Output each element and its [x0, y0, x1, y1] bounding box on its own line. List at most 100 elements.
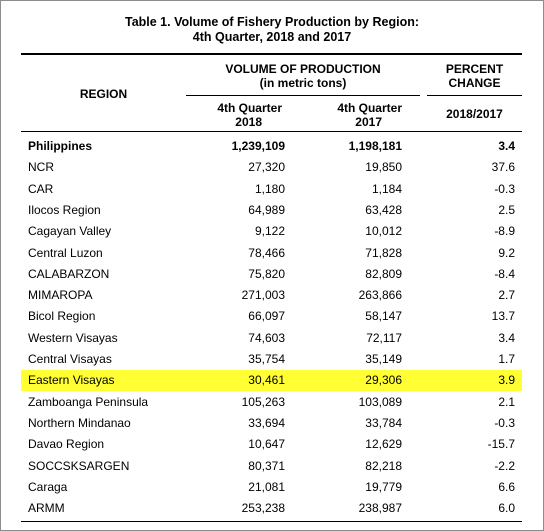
table-row: ARMM 253,238 238,987 6.0 [21, 498, 522, 519]
q2018-cell: 75,820 [248, 266, 285, 281]
percent-change-cell: 3.4 [498, 330, 515, 345]
table-bottom-rule [21, 521, 522, 522]
region-cell: Central Luzon [28, 245, 103, 260]
q2018-cell: 35,754 [248, 352, 285, 366]
percent-change-cell: 2.7 [498, 288, 515, 303]
table-row: Bicol Region 66,097 58,147 13.7 [21, 306, 522, 327]
table-row: Davao Region 10,647 12,629 -15.7 [21, 434, 522, 455]
table-title: Table 1. Volume of Fishery Production by… [1, 15, 543, 45]
q2018-cell: 27,320 [248, 160, 285, 175]
header-percent-change: PERCENT CHANGE [427, 62, 522, 90]
table-row: SOCCSKSARGEN 80,371 82,218 -2.2 [21, 456, 522, 477]
table-row: Central Visayas 35,754 35,149 1.7 [21, 349, 522, 370]
table-row: MIMAROPA 271,003 263,866 2.7 [21, 285, 522, 306]
percent-change-cell: 9.2 [498, 245, 515, 260]
q2017-cell: 29,306 [365, 373, 402, 388]
percent-change-cell: 3.9 [498, 373, 515, 388]
header-percent-sub: 2018/2017 [446, 107, 503, 121]
header-top-rule [21, 53, 522, 55]
q2018-cell: 10,647 [248, 437, 285, 452]
table-row: Eastern Visayas 30,461 29,306 3.9 [21, 370, 522, 392]
region-cell: CALABARZON [28, 266, 110, 281]
region-cell: Northern Mindanao [28, 415, 131, 430]
q2018-cell: 271,003 [241, 288, 285, 303]
region-cell: Central Visayas [28, 352, 112, 366]
percent-change-cell: -2.2 [494, 458, 515, 473]
q2017-cell: 10,012 [365, 224, 402, 239]
region-cell: Zamboanga Peninsula [28, 394, 149, 409]
table-row: Cagayan Valley 9,122 10,012 -8.9 [21, 221, 522, 242]
q2018-cell: 253,238 [241, 501, 285, 516]
q2017-cell: 19,779 [365, 479, 402, 494]
percent-change-cell: -0.3 [494, 415, 515, 430]
table-row: NCR 27,320 19,850 37.6 [21, 157, 522, 178]
q2018-cell: 9,122 [254, 224, 285, 239]
table-title-line2: 4th Quarter, 2018 and 2017 [192, 30, 352, 44]
header-q2017: 4th Quarter 2017 [304, 101, 420, 129]
q2017-cell: 238,987 [358, 501, 402, 516]
region-cell: MIMAROPA [28, 288, 93, 303]
header-volume: VOLUME OF PRODUCTION (in metric tons) [186, 62, 420, 90]
q2017-cell: 58,147 [365, 309, 402, 324]
q2018-cell: 1,180 [254, 181, 285, 196]
table-row: CALABARZON 75,820 82,809 -8.4 [21, 264, 522, 285]
q2017-cell: 33,784 [365, 415, 402, 430]
percent-change-cell: 2.1 [498, 394, 515, 409]
percent-change-cell: -8.9 [494, 224, 515, 239]
q2018-cell: 80,371 [248, 458, 285, 473]
table-row: Ilocos Region 64,989 63,428 2.5 [21, 200, 522, 221]
q2017-cell: 82,809 [365, 266, 402, 281]
q2018-cell: 66,097 [248, 309, 285, 324]
percent-subheader-rule [427, 95, 522, 96]
q2018-cell: 74,603 [248, 330, 285, 345]
region-cell: Cagayan Valley [28, 224, 112, 239]
q2018-cell: 78,466 [248, 245, 285, 260]
q2017-cell: 71,828 [365, 245, 402, 260]
table-row: Zamboanga Peninsula 105,263 103,089 2.1 [21, 392, 522, 413]
percent-change-cell: -0.3 [494, 181, 515, 196]
header-volume-line1: VOLUME OF PRODUCTION [225, 62, 381, 76]
percent-change-cell: 37.6 [491, 160, 515, 175]
table-title-line1: Table 1. Volume of Fishery Production by… [124, 15, 419, 29]
q2018-cell: 33,694 [248, 415, 285, 430]
header-percent-line1: PERCENT [445, 62, 504, 76]
region-cell: SOCCSKSARGEN [28, 458, 130, 473]
table-row: CAR 1,180 1,184 -0.3 [21, 179, 522, 200]
q2017-cell: 1,198,181 [348, 139, 402, 153]
q2017-cell: 19,850 [365, 160, 402, 175]
table-row: Caraga 21,081 19,779 6.6 [21, 477, 522, 498]
q2017-cell: 72,117 [366, 330, 402, 345]
q2017-cell: 12,629 [365, 437, 402, 452]
table-row-total: Philippines 1,239,109 1,198,181 3.4 [21, 136, 522, 157]
percent-change-cell: 1.7 [498, 352, 515, 366]
region-cell: Bicol Region [28, 309, 96, 324]
header-q2017-line2: 2017 [355, 115, 382, 129]
region-cell: Ilocos Region [28, 202, 101, 217]
region-cell: Davao Region [28, 437, 105, 452]
q2018-cell: 1,239,109 [231, 139, 285, 153]
header-q2017-line1: 4th Quarter [337, 101, 402, 115]
percent-change-cell: 6.6 [498, 479, 515, 494]
header-q2018: 4th Quarter 2018 [186, 101, 304, 129]
percent-change-cell: -8.4 [494, 266, 515, 281]
table-row: Central Luzon 78,466 71,828 9.2 [21, 243, 522, 264]
table-row: Northern Mindanao 33,694 33,784 -0.3 [21, 413, 522, 434]
table-row: Western Visayas 74,603 72,117 3.4 [21, 328, 522, 349]
q2017-cell: 82,218 [365, 458, 402, 473]
header-q2018-line1: 4th Quarter [217, 101, 282, 115]
header-percent-line2: CHANGE [448, 76, 501, 90]
region-cell: Eastern Visayas [28, 373, 115, 388]
header-region: REGION [79, 87, 128, 101]
volume-subheader-rule [186, 95, 420, 96]
percent-change-cell: -15.7 [487, 437, 515, 452]
region-cell: Philippines [28, 139, 93, 153]
region-cell: Western Visayas [28, 330, 118, 345]
q2018-cell: 105,263 [241, 394, 285, 409]
q2018-cell: 21,081 [248, 479, 285, 494]
header-bottom-rule [21, 131, 522, 132]
percent-change-cell: 3.4 [498, 139, 515, 153]
percent-change-cell: 13.7 [491, 309, 515, 324]
header-volume-line2: (in metric tons) [259, 76, 347, 90]
q2017-cell: 35,149 [365, 352, 402, 366]
